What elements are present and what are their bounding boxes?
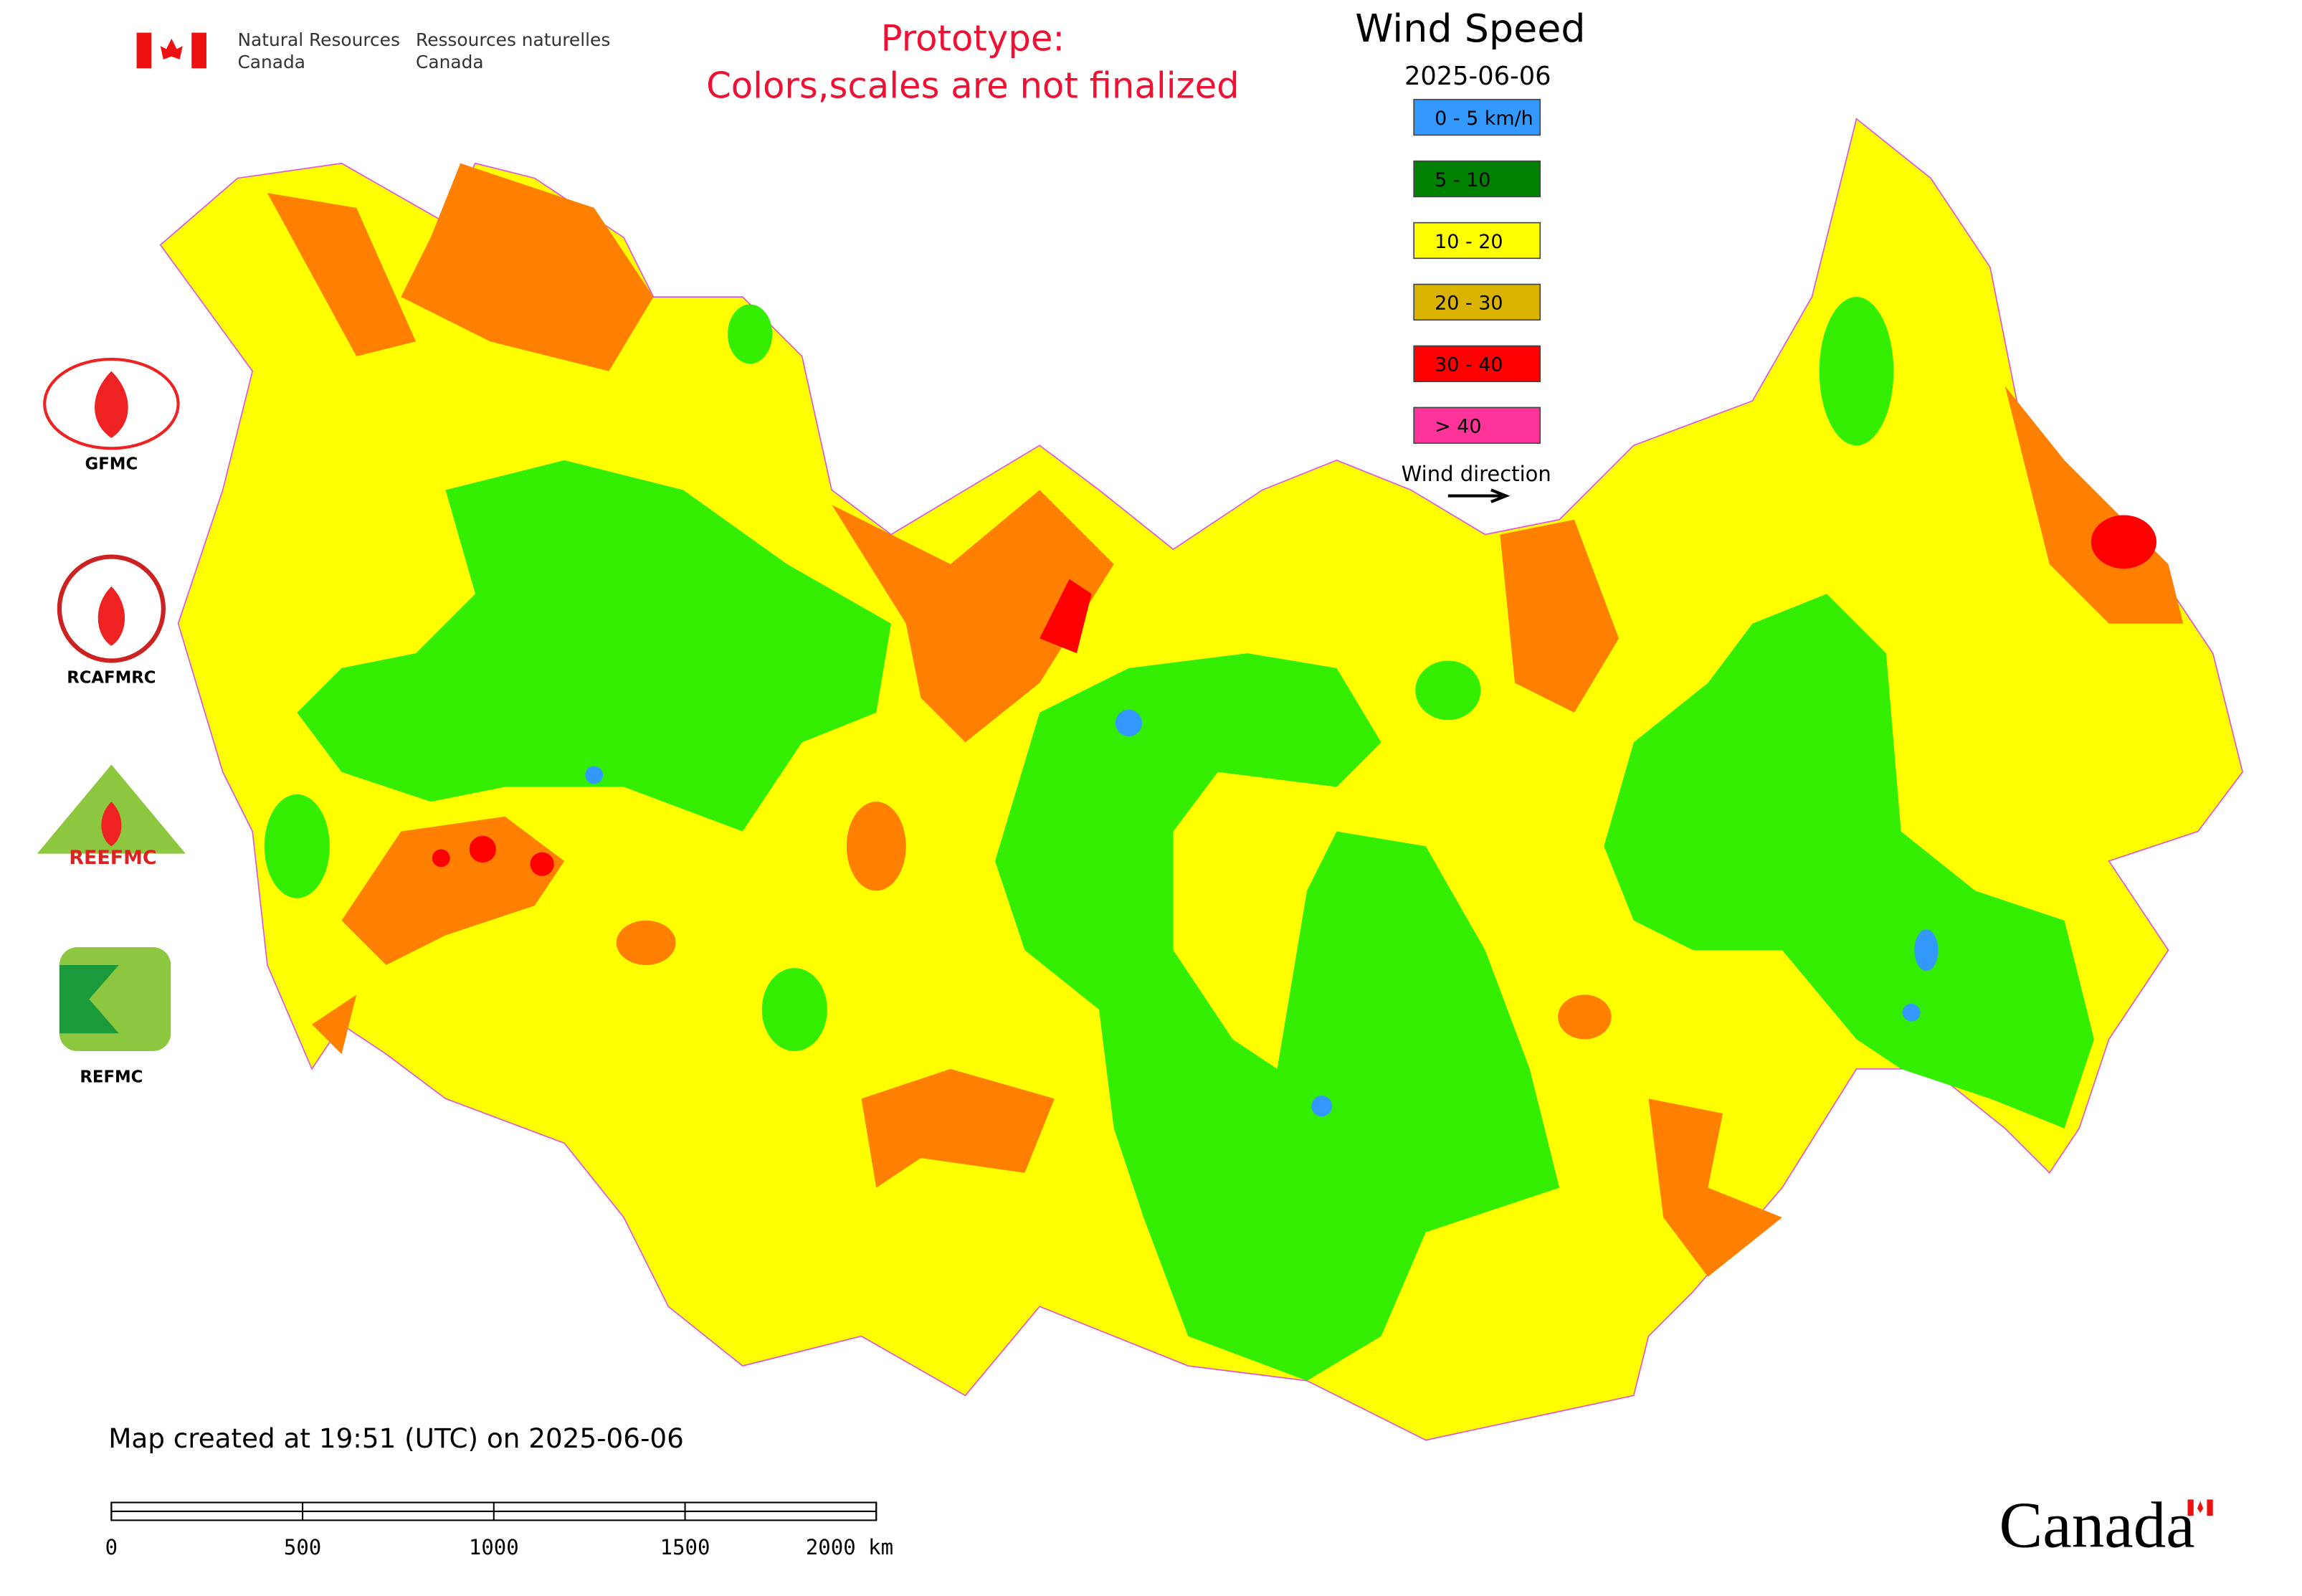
legend-label: 0 - 5 km/h <box>1435 108 1533 130</box>
legend-swatch <box>1413 98 1541 136</box>
zone-30-40 <box>432 849 450 868</box>
zone <box>341 816 565 965</box>
zone-20-30 <box>267 163 2184 1277</box>
logo-gfmc <box>43 358 180 450</box>
agency-en: Canada <box>237 52 305 72</box>
agency-en: Natural Resources <box>237 29 399 50</box>
maple-leaf <box>2197 1501 2204 1514</box>
legend-label: 30 - 40 <box>1435 354 1503 376</box>
zone-5-10 <box>264 297 2094 1381</box>
zone-30-40 <box>1040 579 1092 654</box>
legend-swatch <box>1413 345 1541 382</box>
legend-label: 5 - 10 <box>1435 169 1490 191</box>
created-note: Map created at 19:51 (UTC) on 2025-06-06 <box>108 1422 684 1454</box>
zone <box>401 163 654 371</box>
legend-date: 2025-06-06 <box>1404 62 1551 91</box>
logo-column <box>37 358 186 1052</box>
zone-0-5 <box>1902 1003 1921 1022</box>
zone <box>761 968 827 1052</box>
scale-label: 1500 <box>660 1535 710 1559</box>
zone <box>297 460 891 832</box>
zone <box>728 304 773 364</box>
legend-label: > 40 <box>1435 416 1481 438</box>
zone <box>1558 994 1612 1040</box>
logo-flame <box>95 371 128 438</box>
legend: 0 - 5 km/h 5 - 10 10 - 20 20 - 30 30 - 40 > 4… <box>1413 98 1541 444</box>
flag-bar <box>2207 1499 2213 1516</box>
flag-bar <box>191 32 206 69</box>
scale-bar: 0 500 1000 1500 2000 km <box>105 1501 893 1559</box>
spots <box>432 515 2156 1117</box>
zone <box>267 193 417 356</box>
zone <box>264 794 330 898</box>
legend-label: 10 - 20 <box>1435 231 1503 253</box>
zone <box>1819 297 1894 446</box>
legend-label: 20 - 30 <box>1435 293 1503 315</box>
flag-bar <box>136 32 152 69</box>
notice: Colors,scales are not finalized <box>706 65 1240 107</box>
legend-direction-label: Wind direction <box>1402 462 1551 486</box>
legend-swatch <box>1413 222 1541 260</box>
wordmark: Canada <box>1999 1489 2194 1562</box>
zone <box>832 490 1114 743</box>
canada-flag <box>136 32 206 69</box>
zone <box>1604 594 2094 1129</box>
zone-30-40 <box>2091 515 2156 569</box>
scale-label: 500 <box>284 1535 321 1559</box>
scale-label: 2000 km <box>806 1535 893 1559</box>
zone-0-5 <box>1914 929 1939 972</box>
legend-swatch <box>1413 283 1541 321</box>
logo-sigma <box>59 964 119 1034</box>
zone <box>861 1068 1055 1188</box>
legend-swatch <box>1413 407 1541 444</box>
zone-0-5 <box>585 766 604 784</box>
zone-30-40 <box>530 852 554 876</box>
zone <box>1500 519 1620 713</box>
agency-fr: Canada <box>416 52 484 72</box>
agency-fr: Ressources naturelles <box>416 29 610 50</box>
logo-flame <box>97 586 125 646</box>
zone-0-5 <box>1115 709 1143 737</box>
zone <box>994 653 1560 1381</box>
zone-0-5 <box>1311 1096 1333 1117</box>
logo-label: REEFMC <box>69 847 156 869</box>
logo-label: REFMC <box>80 1068 143 1087</box>
scale-label: 1000 <box>469 1535 519 1559</box>
wordmark-flag <box>2187 1499 2213 1516</box>
direction-arrow <box>1447 488 1511 503</box>
zone <box>1415 660 1481 721</box>
logo-flame <box>101 802 122 847</box>
maple-leaf <box>160 38 183 60</box>
zone <box>1648 1098 1782 1277</box>
legend-swatch <box>1413 160 1541 198</box>
logo-label: GFMC <box>85 455 138 473</box>
flag-bar <box>2187 1499 2194 1516</box>
zone <box>846 802 906 891</box>
zone-30-40 <box>469 835 496 863</box>
scale-label: 0 <box>105 1535 118 1559</box>
legend-title: Wind Speed <box>1355 6 1585 51</box>
zone <box>616 920 676 965</box>
logo-label: RCAFMRC <box>67 669 156 688</box>
zone <box>312 994 357 1055</box>
notice: Prototype: <box>881 17 1065 59</box>
